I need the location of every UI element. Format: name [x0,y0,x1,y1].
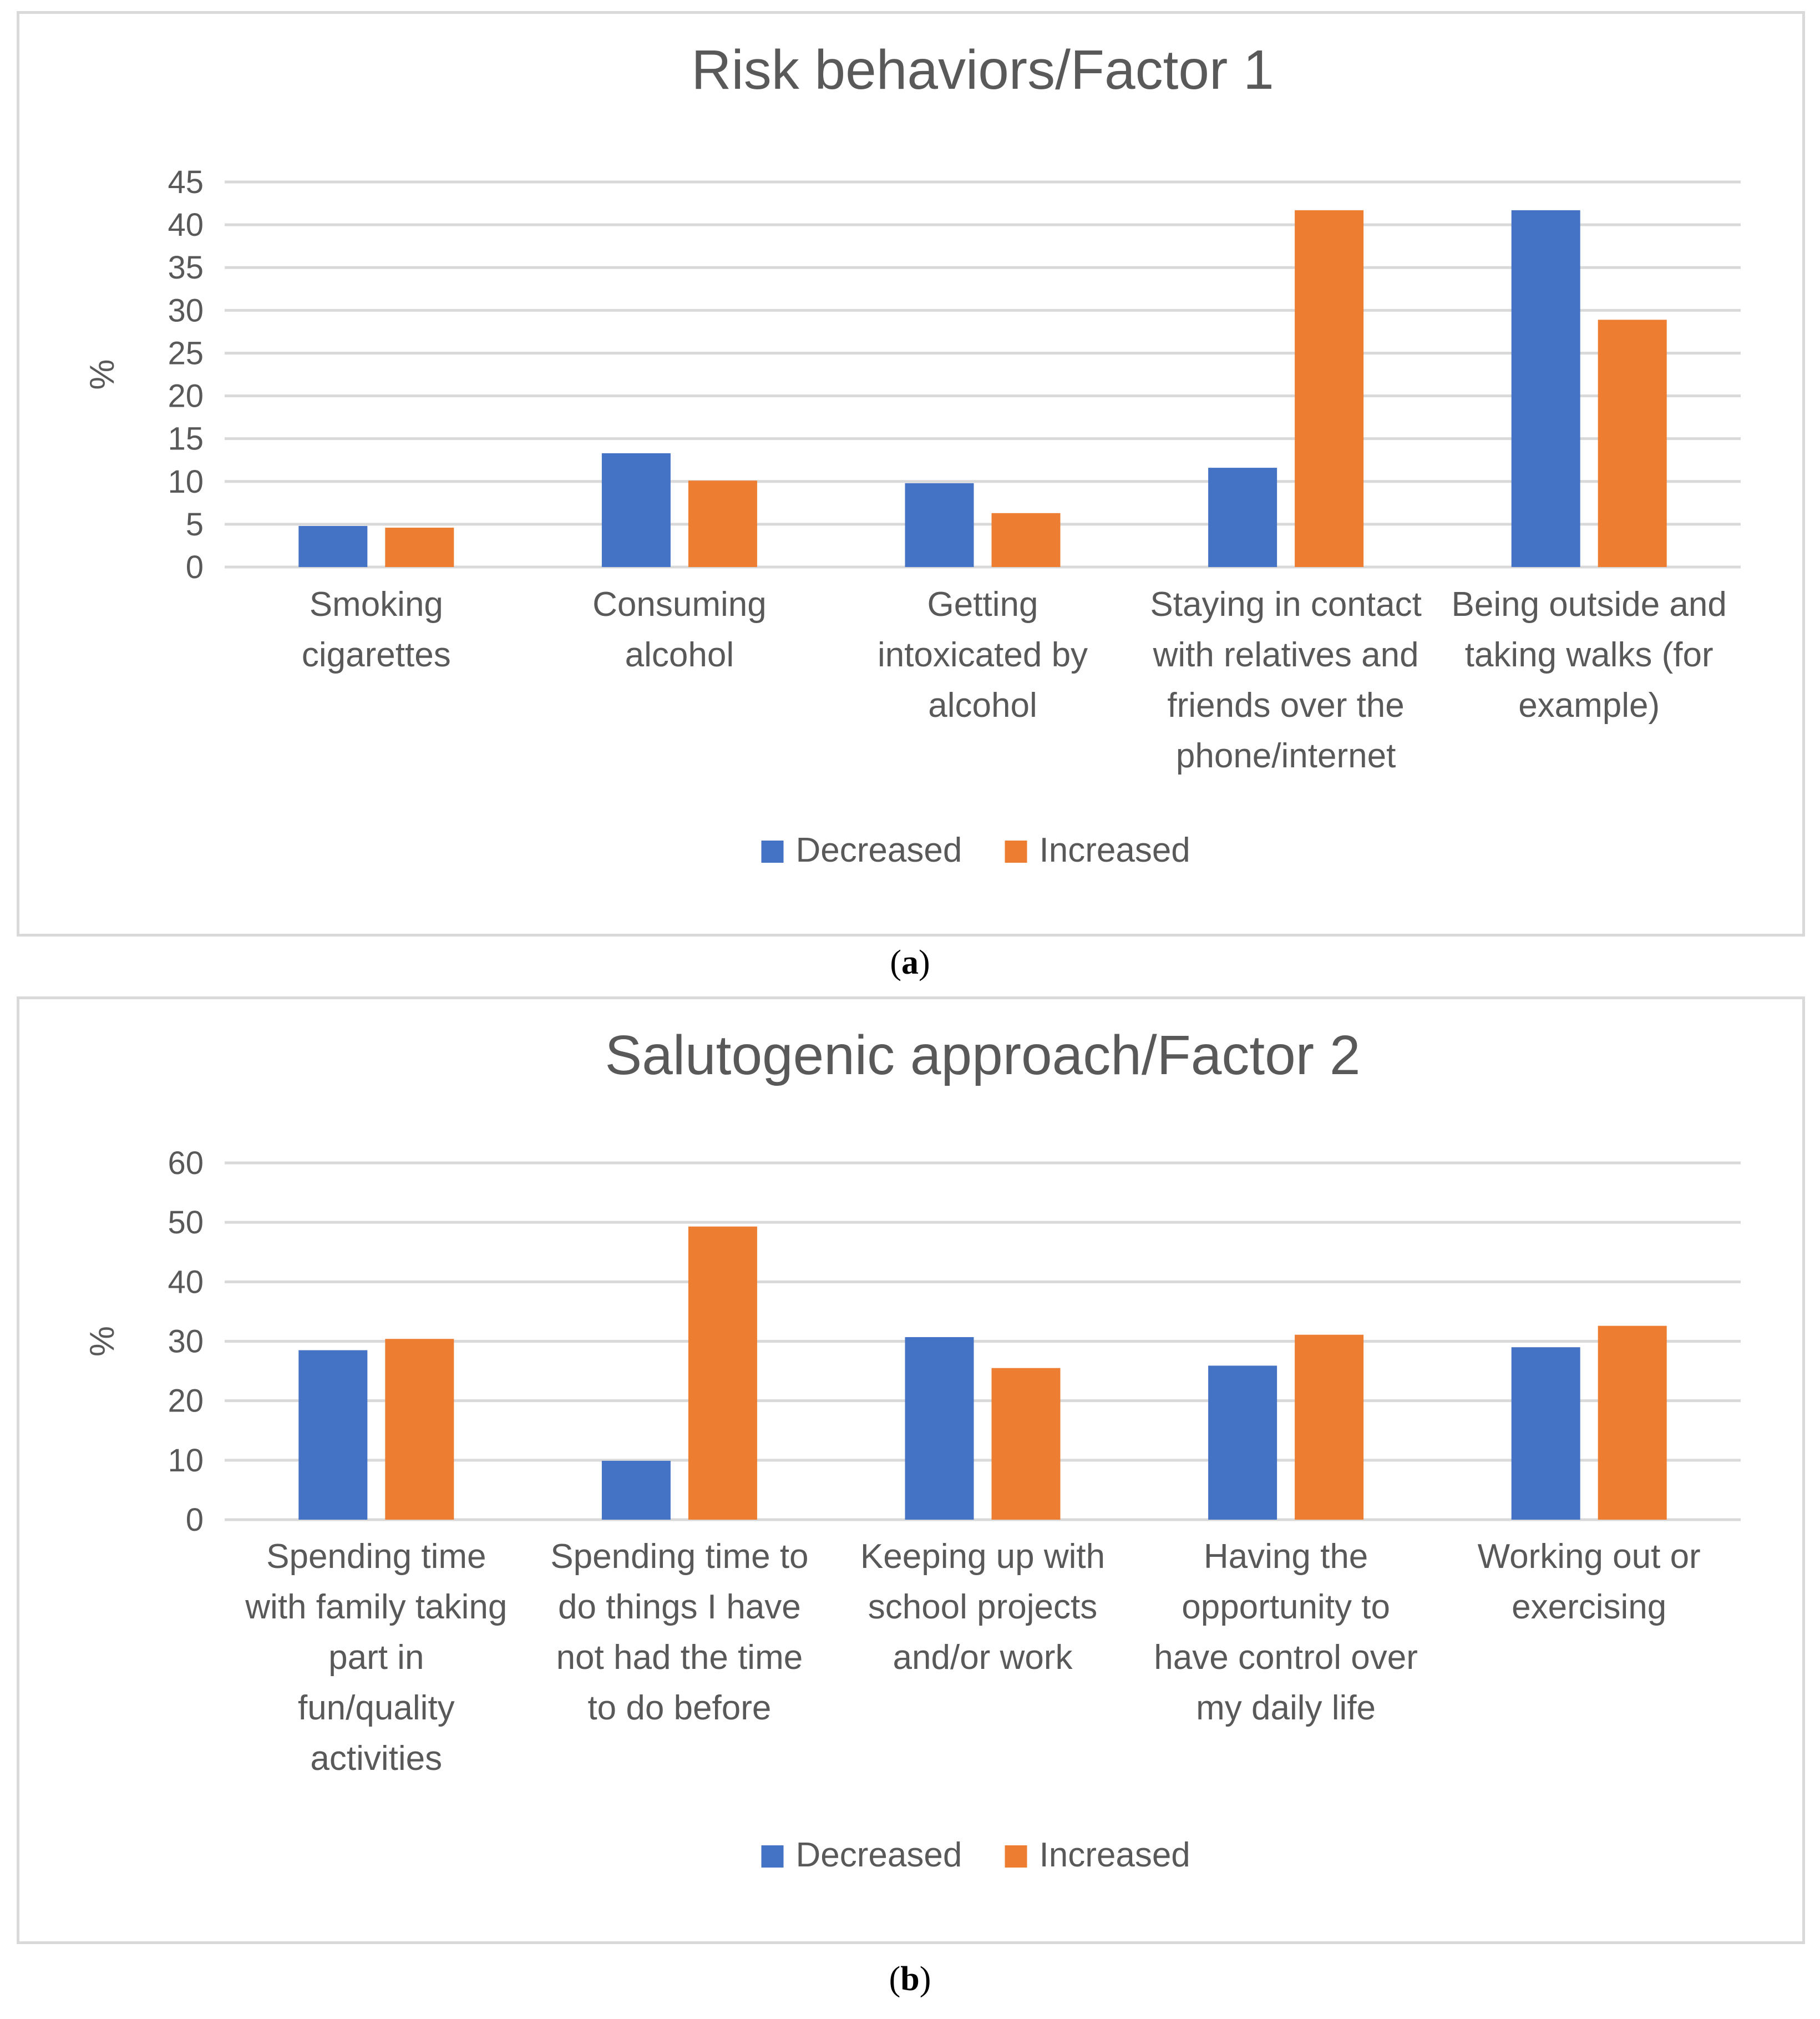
bar-b-decreased-4 [1511,1347,1580,1520]
x-tick-label-a-1-1: alcohol [625,636,734,674]
bar-a-decreased-4 [1511,210,1580,568]
x-tick-label-b-3-2: have control over [1154,1638,1418,1677]
x-tick-label-b-0-1: with family taking [245,1588,507,1626]
x-tick-label-b-4-1: exercising [1512,1588,1666,1626]
x-tick-label-a-4-1: taking walks (for [1465,636,1713,674]
y-tick-label-a-8: 40 [168,207,204,243]
x-tick-label-b-1-1: do things I have [558,1588,801,1626]
chart-a: Risk behaviors/Factor 1 0 5 10 15 20 25 30 35 40 4… [83,39,1741,869]
y-tick-label-b-0: 0 [186,1502,204,1538]
y-tick-label-a-5: 25 [168,335,204,371]
x-tick-label-a-3-0: Staying in contact [1150,585,1421,624]
bar-a-increased-1 [688,480,757,567]
x-tick-label-b-1-3: to do before [587,1689,771,1727]
y-axis-label-b: % [83,1326,121,1357]
x-tick-label-b-2-2: and/or work [893,1638,1073,1677]
x-tick-label-b-0-2: part in [328,1638,424,1677]
bar-a-decreased-3 [1208,468,1277,567]
x-tick-label-b-3-0: Having the [1204,1537,1368,1576]
bar-a-decreased-1 [601,453,671,567]
x-tick-label-a-3-1: with relatives and [1153,636,1419,674]
x-tick-label-b-2-0: Keeping up with [860,1537,1105,1576]
legend-swatch-b-decreased [761,1845,784,1868]
chart-b: Salutogenic approach/Factor 2 0 10 20 30 40 50… [83,1024,1741,1874]
legend-label-b-decreased: Decreased [796,1836,962,1874]
bar-a-increased-0 [385,528,454,567]
x-tick-label-b-0-3: fun/quality [298,1689,455,1727]
caption-b-label: b [900,1960,920,1998]
y-tick-label-b-4: 40 [168,1264,204,1300]
bar-b-increased-3 [1295,1334,1364,1520]
x-tick-label-a-3-2: friends over the [1167,686,1404,725]
y-axis-label-a: % [83,359,121,389]
legend-swatch-b-increased [1005,1845,1027,1868]
bar-a-increased-4 [1598,320,1667,567]
bar-b-decreased-3 [1208,1365,1277,1520]
x-tick-label-b-2-1: school projects [868,1588,1098,1626]
chart-panel-a: Risk behaviors/Factor 1 0 5 10 15 20 25 30 35 40 4… [17,11,1805,937]
chart-panel-b: Salutogenic approach/Factor 2 0 10 20 30 40 50… [17,996,1805,1944]
x-tick-label-a-0-1: cigarettes [302,636,451,674]
bar-a-decreased-0 [298,525,368,567]
bar-b-increased-1 [688,1226,757,1520]
bar-a-decreased-2 [905,483,974,567]
legend-label-a-increased: Increased [1040,831,1190,869]
x-tick-label-a-4-0: Being outside and [1451,585,1726,624]
x-tick-label-a-2-0: Getting [927,585,1038,624]
caption-b: (b) [889,1960,931,1998]
x-tick-label-b-1-0: Spending time to [550,1537,808,1576]
bar-b-increased-2 [991,1368,1061,1520]
legend-label-b-increased: Increased [1040,1836,1190,1874]
x-tick-label-a-2-2: alcohol [928,686,1037,725]
bar-b-decreased-0 [298,1350,368,1520]
y-tick-label-a-7: 35 [168,250,204,286]
bar-b-decreased-2 [905,1337,974,1520]
y-tick-label-b-2: 20 [168,1383,204,1419]
x-tick-label-a-0-0: Smoking [310,585,443,624]
caption-a: (a) [890,944,930,981]
y-tick-label-b-6: 60 [168,1145,204,1181]
x-tick-label-b-3-3: my daily life [1196,1689,1376,1727]
x-tick-label-a-1-0: Consuming [592,585,767,624]
y-tick-label-a-6: 30 [168,292,204,328]
x-tick-label-b-4-0: Working out or [1478,1537,1701,1576]
bar-b-increased-0 [385,1339,454,1520]
y-tick-label-b-5: 50 [168,1205,204,1241]
y-tick-label-a-1: 5 [186,507,204,543]
x-tick-label-a-3-3: phone/internet [1176,737,1396,775]
chart-title-b: Salutogenic approach/Factor 2 [605,1024,1361,1086]
x-tick-label-b-1-2: not had the time [556,1638,803,1677]
x-tick-label-b-0-4: activities [310,1739,442,1778]
y-tick-label-a-4: 20 [168,378,204,414]
chart-title-a: Risk behaviors/Factor 1 [691,39,1274,101]
y-tick-label-a-3: 15 [168,421,204,457]
legend-label-a-decreased: Decreased [796,831,962,869]
x-tick-label-b-0-0: Spending time [266,1537,486,1576]
x-tick-label-a-4-2: example) [1518,686,1660,725]
x-tick-label-b-3-1: opportunity to [1182,1588,1390,1626]
bar-b-decreased-1 [601,1460,671,1520]
caption-a-label: a [901,944,919,981]
legend-swatch-a-increased [1005,841,1027,863]
y-tick-label-a-9: 45 [168,164,204,200]
y-tick-label-a-0: 0 [186,549,204,585]
y-tick-label-b-3: 30 [168,1324,204,1360]
y-tick-label-a-2: 10 [168,464,204,500]
bar-a-increased-3 [1295,210,1364,568]
legend-swatch-a-decreased [761,841,784,863]
x-tick-label-a-2-1: intoxicated by [878,636,1088,674]
y-tick-label-b-1: 10 [168,1443,204,1479]
bar-a-increased-2 [991,513,1061,567]
bar-b-increased-4 [1598,1325,1667,1520]
